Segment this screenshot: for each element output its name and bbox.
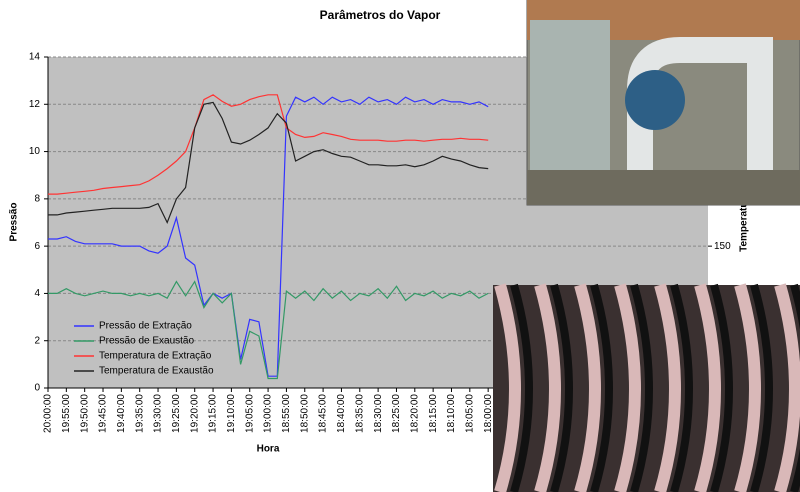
x-tick-label: 19:05:00 xyxy=(244,394,255,433)
x-tick-label: 18:20:00 xyxy=(409,394,420,433)
y-tick-label: 6 xyxy=(34,241,40,252)
x-tick-label: 18:45:00 xyxy=(318,394,329,433)
x-tick-label: 19:35:00 xyxy=(134,394,145,433)
y-tick-label: 0 xyxy=(34,383,40,394)
x-tick-label: 19:20:00 xyxy=(189,394,200,433)
photo-blade-edge xyxy=(710,283,733,492)
y-axis-label: Pressão xyxy=(9,203,20,242)
photo-blade-edge xyxy=(510,283,533,492)
x-tick-label: 19:40:00 xyxy=(116,394,127,433)
photo-blade-edge xyxy=(630,283,653,492)
photo-blade-ring xyxy=(614,283,641,492)
photo-blade-ring xyxy=(774,283,800,492)
y-tick-label: 14 xyxy=(29,52,41,63)
photo-blade-ring xyxy=(574,283,601,492)
series-line xyxy=(48,101,489,224)
legend-label: Pressão de Exaustão xyxy=(99,336,194,347)
x-tick-label: 18:25:00 xyxy=(391,394,402,433)
y2-axis-label: Temperatura xyxy=(739,192,750,252)
series-line xyxy=(48,280,489,380)
x-tick-label: 18:10:00 xyxy=(446,394,457,433)
photo-valve xyxy=(625,70,685,130)
photo-blade-ring xyxy=(654,283,681,492)
x-tick-label: 18:30:00 xyxy=(373,394,384,433)
y-tick-label: 4 xyxy=(34,288,40,299)
legend-label: Temperatura de Exaustão xyxy=(99,366,214,377)
y2-tick-label: 150 xyxy=(714,241,731,252)
x-tick-label: 18:40:00 xyxy=(336,394,347,433)
photo-blade-ring xyxy=(494,283,521,492)
x-tick-label: 19:55:00 xyxy=(61,394,72,433)
photo-blade-ring xyxy=(534,283,561,492)
series-line xyxy=(48,94,489,195)
x-tick-label: 19:00:00 xyxy=(263,394,274,433)
y-tick-label: 2 xyxy=(34,335,40,346)
x-tick-label: 19:10:00 xyxy=(226,394,237,433)
x-tick-label: 18:55:00 xyxy=(281,394,292,433)
photo-blade-edge xyxy=(590,283,613,492)
photo-blades xyxy=(493,283,800,492)
photo-blade-edge xyxy=(550,283,573,492)
y-tick-label: 12 xyxy=(29,99,41,110)
x-tick-label: 18:50:00 xyxy=(299,394,310,433)
photo-blade-ring xyxy=(694,283,721,492)
x-tick-label: 18:00:00 xyxy=(483,394,494,433)
legend-label: Pressão de Extração xyxy=(99,321,192,332)
photo-machinery xyxy=(526,0,800,206)
photo-floor xyxy=(527,170,800,205)
x-tick-label: 19:50:00 xyxy=(79,394,90,433)
y-tick-label: 8 xyxy=(34,193,40,204)
x-axis-label: Hora xyxy=(257,444,280,455)
x-tick-label: 19:25:00 xyxy=(171,394,182,433)
legend-label: Temperatura de Extração xyxy=(99,351,212,362)
photo-blade-ring xyxy=(734,283,761,492)
y-tick-label: 10 xyxy=(29,146,41,157)
x-tick-label: 19:15:00 xyxy=(208,394,219,433)
x-tick-label: 19:45:00 xyxy=(98,394,109,433)
x-tick-label: 18:35:00 xyxy=(354,394,365,433)
photo-blade-edge xyxy=(750,283,773,492)
photo-blade-edge xyxy=(670,283,693,492)
chart-title: Parâmetros do Vapor xyxy=(320,8,441,22)
x-tick-label: 18:15:00 xyxy=(428,394,439,433)
x-tick-label: 19:30:00 xyxy=(153,394,164,433)
x-tick-label: 20:00:00 xyxy=(43,394,54,433)
x-tick-label: 18:05:00 xyxy=(464,394,475,433)
